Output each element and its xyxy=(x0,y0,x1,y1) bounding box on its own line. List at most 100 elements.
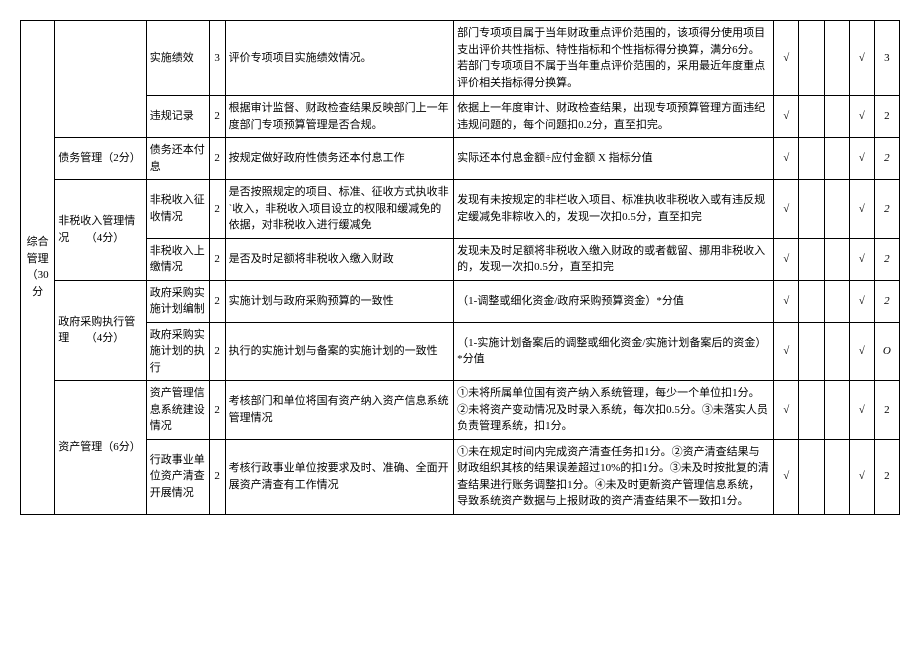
score-cell: 2 xyxy=(209,280,225,322)
subcategory-cell: 政府采购执行管理 （4分） xyxy=(55,280,146,381)
score-value: 2 xyxy=(214,152,220,164)
score-value: 2 xyxy=(214,404,220,416)
final-score-cell: 2 xyxy=(874,280,899,322)
description-text: 根据审计监督、财政检查结果反映部门上一年度部门专项预算管理是否合规。 xyxy=(229,102,449,131)
table-row: 政府采购执行管理 （4分）政府采购实施计划编制2实施计划与政府采购预算的一致性（… xyxy=(21,280,900,322)
check-mark: √ xyxy=(783,345,789,357)
check-cell xyxy=(824,21,849,96)
check-mark: √ xyxy=(783,110,789,122)
description-text: 是否按照规定的项目、标准、征收方式执收非`收入，非税收入项目设立的权限和缓减免的… xyxy=(229,186,449,231)
score-cell: 2 xyxy=(209,138,225,180)
item-label: 行政事业单位资产清查开展情况 xyxy=(150,454,205,499)
check-cell xyxy=(824,238,849,280)
table-row: 行政事业单位资产清查开展情况2考核行政事业单位按要求及时、准确、全面开展资产清查… xyxy=(21,439,900,514)
final-score-cell: 2 xyxy=(874,238,899,280)
check-cell: √ xyxy=(849,238,874,280)
criteria-cell: 实际还本付息金额÷应付金额 X 指标分值 xyxy=(454,138,774,180)
item-label: 非税收入上缴情况 xyxy=(150,245,205,274)
check-cell xyxy=(824,280,849,322)
final-score-value: 2 xyxy=(884,470,890,482)
check-cell: √ xyxy=(849,439,874,514)
score-value: 2 xyxy=(214,295,220,307)
subcategory-label: 债务管理（2分） xyxy=(58,152,141,164)
criteria-text: （1-调整或细化资金/政府采购预算资金）*分值 xyxy=(457,295,684,307)
table-row: 综合管理（30分实施绩效3评价专项项目实施绩效情况。部门专项项目属于当年财政重点… xyxy=(21,21,900,96)
final-score-cell: 2 xyxy=(874,439,899,514)
item-cell: 违规记录 xyxy=(146,96,209,138)
check-cell: √ xyxy=(774,381,799,440)
check-cell xyxy=(799,138,824,180)
item-cell: 非税收入上缴情况 xyxy=(146,238,209,280)
check-cell: √ xyxy=(774,238,799,280)
criteria-text: ①未将所属单位国有资产纳入系统管理，每少一个单位扣1分。②未将资产变动情况及时录… xyxy=(457,387,768,432)
criteria-cell: （1-实施计划备案后的调整或细化资金/实施计划备案后的资金）*分值 xyxy=(454,322,774,381)
category-cell: 综合管理（30分 xyxy=(21,21,55,515)
check-cell xyxy=(799,280,824,322)
table-row: 债务管理（2分）债务还本付息2按规定做好政府性债务还本付息工作实际还本付息金额÷… xyxy=(21,138,900,180)
item-label: 资产管理信息系统建设情况 xyxy=(150,387,205,432)
score-value: 2 xyxy=(214,110,220,122)
check-mark: √ xyxy=(859,110,865,122)
check-cell xyxy=(799,180,824,239)
final-score-cell: 2 xyxy=(874,96,899,138)
final-score-value: 2 xyxy=(884,152,890,164)
table-row: 政府采购实施计划的执行2执行的实施计划与备案的实施计划的一致性（1-实施计划备案… xyxy=(21,322,900,381)
final-score-cell: 2 xyxy=(874,180,899,239)
description-cell: 是否按照规定的项目、标准、征收方式执收非`收入，非税收入项目设立的权限和缓减免的… xyxy=(225,180,454,239)
check-cell: √ xyxy=(849,322,874,381)
check-cell xyxy=(799,439,824,514)
description-text: 评价专项项目实施绩效情况。 xyxy=(229,52,372,64)
check-cell xyxy=(824,381,849,440)
final-score-value: 2 xyxy=(884,404,890,416)
table-row: 违规记录 2 根据审计监督、财政检查结果反映部门上一年度部门专项预算管理是否合规。依… xyxy=(21,96,900,138)
final-score-value: 2 xyxy=(884,253,890,265)
score-cell: 2 xyxy=(209,322,225,381)
item-cell: 非税收入征收情况 xyxy=(146,180,209,239)
criteria-cell: 发现未及时足额将非税收入缴入财政的或者截留、挪用非税收入的，发现一次扣0.5分，… xyxy=(454,238,774,280)
check-cell: √ xyxy=(849,138,874,180)
criteria-text: 发现未及时足额将非税收入缴入财政的或者截留、挪用非税收入的，发现一次扣0.5分，… xyxy=(457,245,765,274)
check-mark: √ xyxy=(859,295,865,307)
check-cell: √ xyxy=(774,96,799,138)
criteria-cell: 发现有未按规定的非栏收入项目、标准执收非税收入或有违反规定缓减免非粽收入的，发现… xyxy=(454,180,774,239)
criteria-cell: 部门专项项目属于当年财政重点评价范围的，该项得分使用项目支出评价共性指标、特性指… xyxy=(454,21,774,96)
final-score-value: 2 xyxy=(884,203,890,215)
item-label: 实施绩效 xyxy=(150,52,194,64)
check-cell: √ xyxy=(849,180,874,239)
description-cell: 是否及时足额将非税收入缴入财政 xyxy=(225,238,454,280)
score-cell: 2 xyxy=(209,96,225,138)
check-cell: √ xyxy=(774,280,799,322)
criteria-cell: ①未在规定时间内完成资产清查任务扣1分。②资产清查结果与财政组织其核的结果误差超… xyxy=(454,439,774,514)
description-text: 按规定做好政府性债务还本付息工作 xyxy=(229,152,405,164)
criteria-text: 部门专项项目属于当年财政重点评价范围的，该项得分使用项目支出评价共性指标、特性指… xyxy=(457,27,765,89)
item-cell: 政府采购实施计划编制 xyxy=(146,280,209,322)
check-cell xyxy=(799,322,824,381)
item-label: 政府采购实施计划编制 xyxy=(150,287,205,316)
check-cell xyxy=(799,381,824,440)
final-score-value: O xyxy=(883,345,891,357)
item-cell: 实施绩效 xyxy=(146,21,209,96)
subcategory-cell: 债务管理（2分） xyxy=(55,138,146,180)
final-score-cell: 2 xyxy=(874,381,899,440)
check-mark: √ xyxy=(783,253,789,265)
score-cell: 3 xyxy=(209,21,225,96)
subcategory-cell: 非税收入管理情况 （4分） xyxy=(55,180,146,281)
check-cell: √ xyxy=(849,381,874,440)
final-score-value: 2 xyxy=(884,110,890,122)
score-cell: 2 xyxy=(209,180,225,239)
subcategory-cell xyxy=(55,21,146,138)
check-mark: √ xyxy=(783,203,789,215)
check-cell: √ xyxy=(774,138,799,180)
check-cell xyxy=(824,138,849,180)
check-mark: √ xyxy=(859,470,865,482)
check-mark: √ xyxy=(783,152,789,164)
check-cell xyxy=(824,322,849,381)
check-mark: √ xyxy=(859,404,865,416)
check-mark: √ xyxy=(859,203,865,215)
check-mark: √ xyxy=(859,152,865,164)
check-cell: √ xyxy=(849,96,874,138)
final-score-cell: O xyxy=(874,322,899,381)
criteria-cell: 依据上一年度审计、财政检查结果，出现专项预算管理方面违纪违规问题的，每个问题扣0… xyxy=(454,96,774,138)
item-label: 政府采购实施计划的执行 xyxy=(150,329,205,374)
criteria-text: ①未在规定时间内完成资产清查任务扣1分。②资产清查结果与财政组织其核的结果误差超… xyxy=(457,446,769,508)
